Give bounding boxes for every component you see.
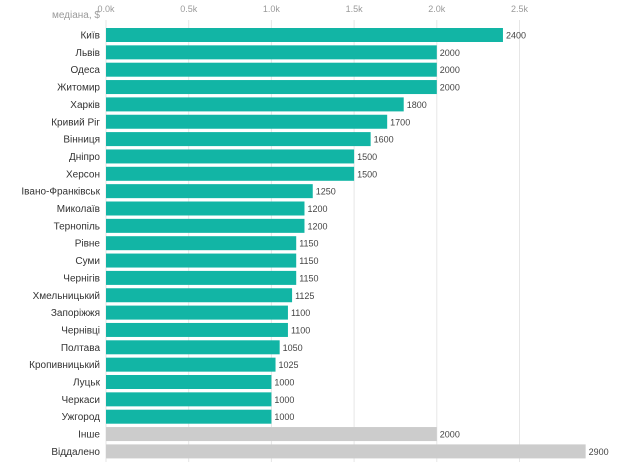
bar [106,444,586,459]
category-label: Чернівці [61,325,100,336]
category-label: Вінниця [63,135,100,146]
category-label: Одеса [70,65,100,76]
bar [106,201,305,216]
bar [106,236,297,251]
category-label: Рівне [75,239,101,250]
value-label: 1150 [299,256,318,266]
category-label: Віддалено [51,447,100,458]
value-label: 1600 [374,135,394,145]
value-label: 1000 [274,412,294,422]
value-label: 1150 [299,239,318,249]
value-label: 1150 [299,273,318,283]
bar [106,340,280,355]
value-label: 1800 [407,100,427,110]
category-label: Кропивницький [29,360,100,371]
value-label: 1100 [291,308,310,318]
bar [106,62,437,77]
value-label: 1100 [291,325,310,335]
value-label: 1500 [357,152,377,162]
value-label: 1000 [274,378,294,388]
bar [106,305,288,320]
bar [106,427,437,442]
category-label: Полтава [61,343,101,354]
value-label: 1200 [307,221,327,231]
x-tick-label: 0.5k [180,4,198,14]
bar [106,166,355,181]
x-tick-label: 1.0k [263,4,281,14]
category-label: Київ [80,31,100,42]
bar [106,80,437,95]
category-label: Дніпро [69,152,100,163]
x-tick-label: 2.5k [511,4,529,14]
x-tick-label: 1.5k [346,4,364,14]
bar [106,132,371,147]
value-label: 2000 [440,48,460,58]
value-label: 1025 [279,360,299,370]
bars: Київ 2400 Львів 2000 Одеса 2000 Житомир 2000 Хар… [21,28,609,459]
x-axis-title: медіана, $ [52,10,100,21]
value-label: 1700 [390,117,410,127]
category-label: Житомир [57,83,100,94]
value-label: 1125 [295,291,314,301]
bar [106,409,272,424]
category-label: Ужгород [62,412,101,423]
bar [106,357,276,372]
bar [106,149,355,164]
category-label: Львів [75,48,100,59]
value-label: 2000 [440,65,460,75]
bar [106,322,288,337]
bar [106,45,437,60]
category-label: Запоріжжя [51,308,100,319]
bar [106,392,272,407]
category-label: Суми [75,256,100,267]
bar [106,253,297,268]
value-label: 1000 [274,395,294,405]
value-label: 2000 [440,430,460,440]
bar [106,218,305,233]
category-label: Миколаїв [57,204,100,215]
bar [106,114,388,129]
category-label: Херсон [66,169,100,180]
x-tick-label: 0.0k [97,4,115,14]
category-label: Тернопіль [54,221,100,232]
value-label: 2000 [440,83,460,93]
x-tick-label: 2.0k [428,4,446,14]
value-label: 1250 [316,187,336,197]
bar [106,184,313,199]
category-label: Інше [78,430,100,441]
bar [106,375,272,389]
value-label: 1500 [357,169,377,179]
category-label: Луцьк [73,378,101,389]
bar [106,97,404,112]
bar [106,288,293,303]
value-label: 1200 [307,204,327,214]
category-label: Черкаси [61,395,100,406]
category-label: Кривий Ріг [51,117,100,128]
category-label: Івано-Франківськ [21,187,100,198]
category-label: Харків [70,100,100,111]
bar [106,28,503,42]
category-label: Хмельницький [33,291,100,302]
value-label: 1050 [283,343,303,353]
value-label: 2900 [589,447,609,457]
tick-labels: 0.0k 0.5k 1.0k 1.5k 2.0k 2.5k [97,4,528,14]
category-label: Чернігів [63,273,100,284]
value-label: 2400 [506,31,526,41]
bar [106,270,297,285]
